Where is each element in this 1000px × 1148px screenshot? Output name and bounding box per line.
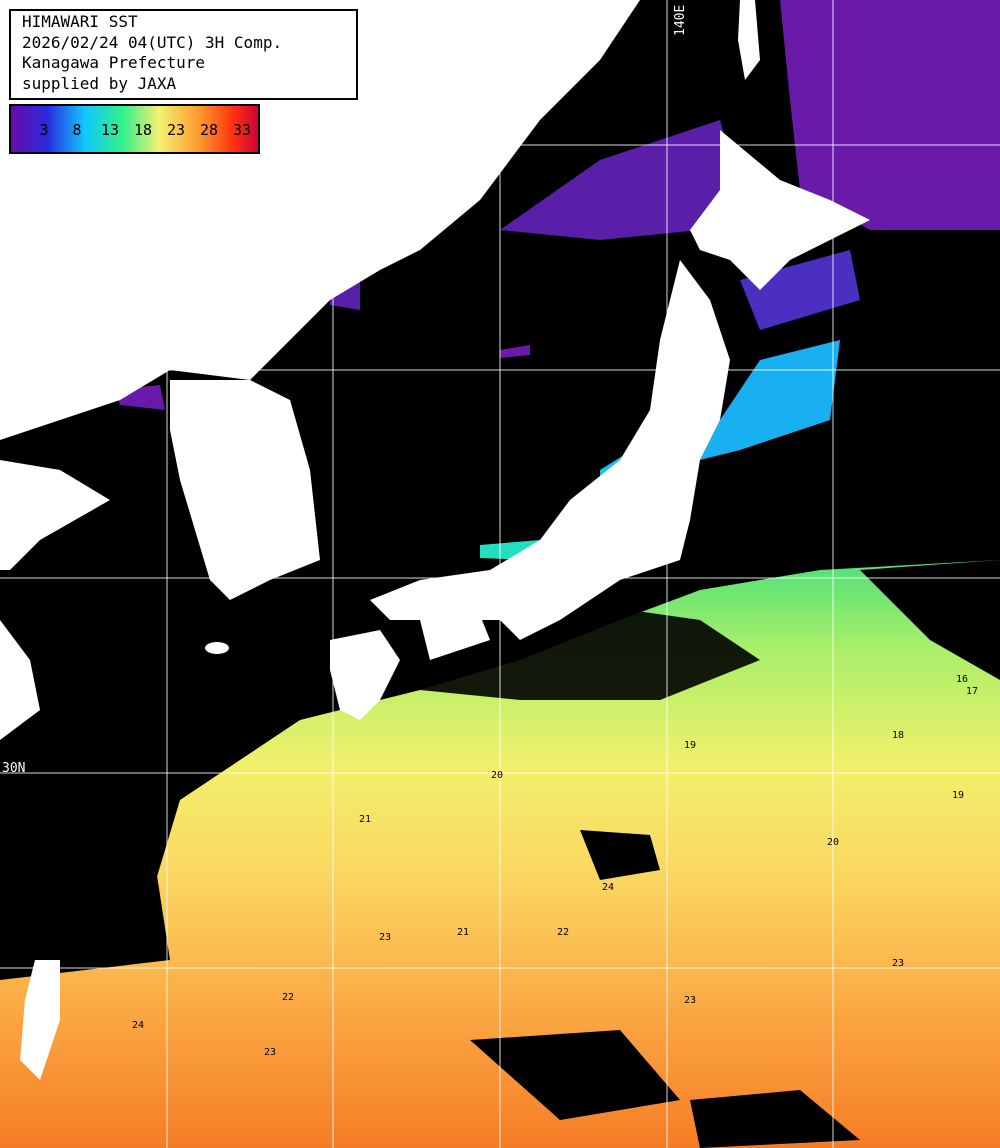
contour-label: 20	[827, 837, 839, 848]
colorbar-tick: 33	[233, 121, 251, 139]
colorbar-tick: 18	[134, 121, 152, 139]
contour-label: 19	[684, 740, 696, 751]
header-line: supplied by JAXA	[22, 74, 176, 93]
land-sakhalin	[738, 0, 760, 80]
colorbar-tick: 13	[101, 121, 119, 139]
sea-temperature	[500, 345, 530, 358]
grid-label: 40N	[2, 355, 25, 370]
contour-label: 17	[966, 686, 978, 697]
contour-label: 20	[491, 770, 503, 781]
grid-label: 30N	[2, 761, 25, 776]
header-line: Kanagawa Prefecture	[22, 53, 205, 72]
land-kyushu	[330, 630, 400, 720]
land-china	[0, 620, 40, 740]
contour-label: 23	[684, 995, 696, 1006]
cloud	[860, 560, 1000, 680]
cloud	[690, 1090, 860, 1148]
land-island	[205, 642, 229, 654]
grid-label: 140E	[673, 5, 688, 36]
contour-label: 21	[457, 927, 469, 938]
header-box	[9, 9, 358, 100]
colorbar-tick: 3	[39, 121, 48, 139]
sea-temperature	[780, 0, 1000, 230]
contour-label: 19	[952, 790, 964, 801]
cloud	[580, 830, 660, 880]
contour-label: 21	[359, 814, 371, 825]
contour-label: 23	[264, 1047, 276, 1058]
land-korea	[170, 380, 320, 600]
colorbar-ticks: 3 8 13 18 23 28 33	[39, 121, 251, 139]
contour-label: 24	[602, 882, 614, 893]
contour-label: 22	[557, 927, 569, 938]
contour-label: 23	[379, 932, 391, 943]
sea-temperature	[740, 250, 860, 330]
land-honshu	[370, 260, 730, 640]
header-line: HIMAWARI SST	[22, 12, 138, 31]
land-hokkaido	[690, 130, 870, 290]
contour-label: 22	[282, 992, 294, 1003]
colorbar-tick: 28	[200, 121, 218, 139]
colorbar-tick: 8	[72, 121, 81, 139]
contour-label: 24	[132, 1020, 144, 1031]
contour-label: 16	[956, 674, 968, 685]
colorbar	[9, 104, 260, 154]
header-line: 2026/02/24 04(UTC) 3H Comp.	[22, 33, 282, 52]
land-taiwan	[20, 960, 60, 1080]
contour-label: 23	[892, 958, 904, 969]
land-china	[0, 460, 110, 570]
colorbar-tick: 23	[167, 121, 185, 139]
contour-label: 18	[892, 730, 904, 741]
land-shikoku	[420, 615, 490, 660]
cloud	[470, 1030, 680, 1120]
cloud	[0, 770, 170, 980]
sea-temperature	[500, 120, 740, 240]
